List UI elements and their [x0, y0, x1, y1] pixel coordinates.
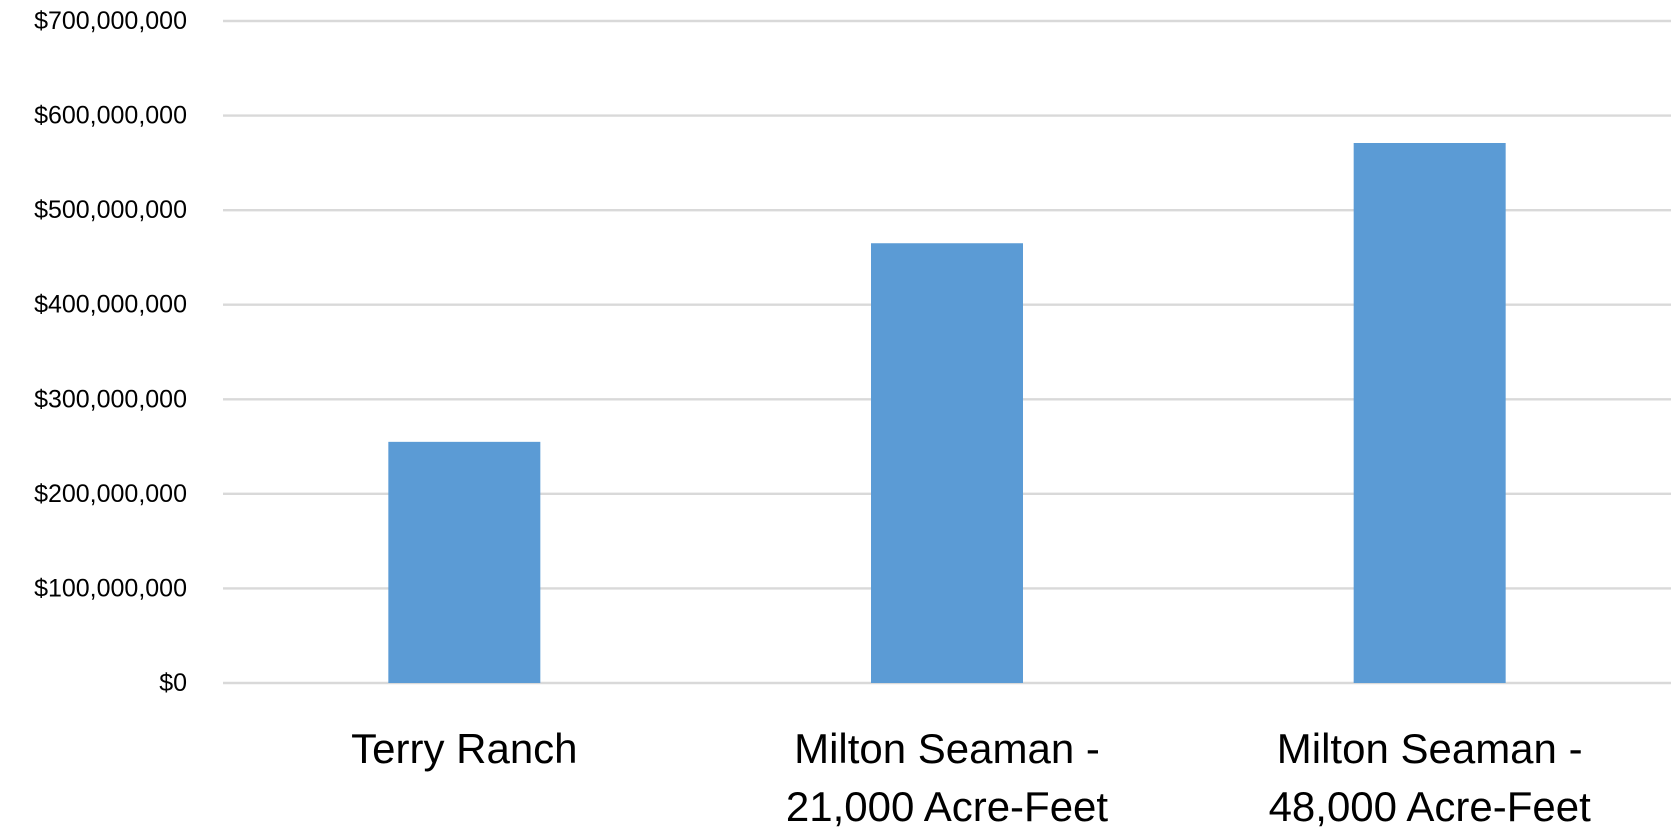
- x-category-label: Milton Seaman - 48,000 Acre-Feet: [1269, 725, 1592, 830]
- y-tick-label: $300,000,000: [34, 385, 187, 413]
- y-tick-label: $400,000,000: [34, 291, 187, 319]
- y-tick-label: $200,000,000: [34, 480, 187, 508]
- x-axis-category-labels: Terry Ranch Milton Seaman - 21,000 Acre-Fe…: [351, 725, 1591, 830]
- y-tick-label: $100,000,000: [34, 574, 187, 602]
- y-tick-label: $0: [159, 669, 187, 697]
- bars: [388, 142, 1506, 684]
- x-category-label: Milton Seaman - 21,000 Acre-Feet: [786, 725, 1109, 830]
- bar-1: [871, 243, 1023, 683]
- y-axis-tick-labels: $0 $100,000,000 $200,000,000 $300,000,000 $4…: [34, 7, 187, 697]
- y-tick-label: $500,000,000: [34, 196, 187, 224]
- x-category-label-line: Terry Ranch: [351, 725, 577, 772]
- bar-0: [388, 441, 541, 683]
- y-tick-label: $600,000,000: [34, 102, 187, 130]
- x-category-label-line: 48,000 Acre-Feet: [1269, 783, 1592, 830]
- x-category-label: Terry Ranch: [351, 725, 577, 772]
- y-tick-label: $700,000,000: [34, 7, 187, 35]
- x-category-label-line: 21,000 Acre-Feet: [786, 783, 1109, 830]
- x-category-label-line: Milton Seaman -: [1277, 725, 1583, 772]
- bar-2: [1353, 142, 1506, 684]
- x-category-label-line: Milton Seaman -: [794, 725, 1100, 772]
